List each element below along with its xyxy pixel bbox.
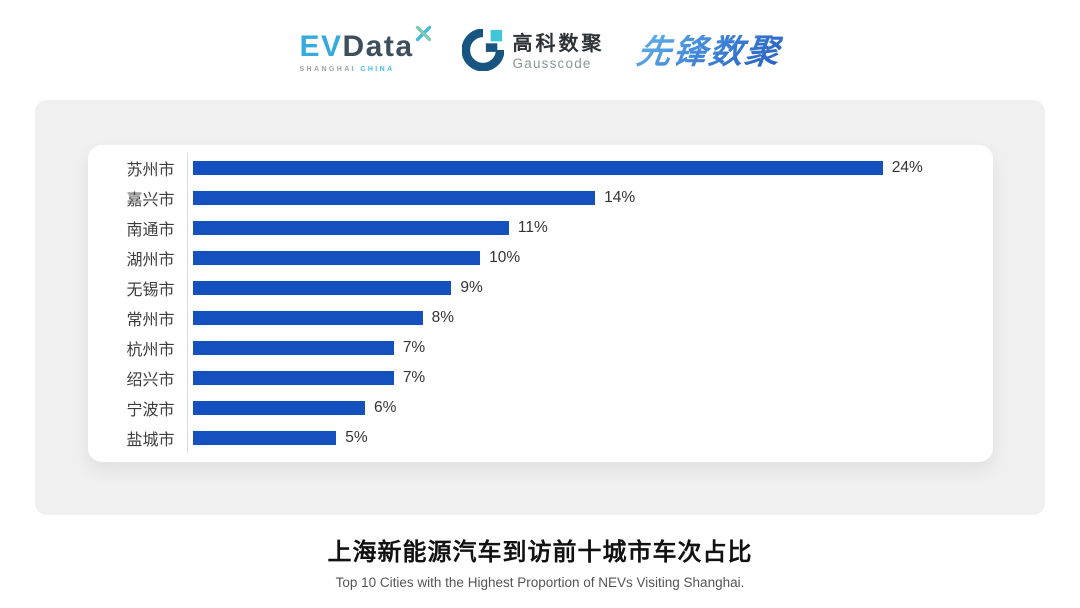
bar-track: 8% [186,303,912,333]
bar [192,401,366,415]
evdata-data-text: Data [342,29,414,63]
gausscode-logo: 高科数聚 Gausscode [461,28,605,76]
gausscode-cn-text: 高科数聚 [512,33,605,55]
chart-caption: 上海新能源汽车到访前十城市车次占比 Top 10 Cities with the… [0,532,1080,590]
bar-row: 盐城市 5% [88,423,993,453]
bar-row: 南通市 11% [88,213,993,243]
evdata-ev-text: EV [299,29,343,63]
bar [192,161,883,175]
evdata-china-text: CHINA [360,65,395,73]
bar [192,281,452,295]
category-label: 南通市 [126,222,175,239]
bar-row: 常州市 8% [88,303,993,333]
bar [192,191,596,205]
evdata-x-icon [415,25,432,47]
bar-track: 14% [186,183,912,213]
bar [192,371,394,385]
bar-track: 11% [186,213,912,243]
chart-panel: 苏州市 24% 嘉兴市 14% 南通市 11% 湖州市 10% 无锡市 9% 常州市 8% 杭州市 7% 绍… [35,100,1045,515]
bar-track: 6% [186,393,912,423]
bar-row: 绍兴市 7% [88,363,993,393]
bar-track: 5% [186,423,912,453]
evdata-wordmark: EVData [299,30,413,63]
value-label: 14% [604,189,636,206]
value-label: 7% [402,369,426,386]
evdata-shanghai-text: SHANGHAI [299,65,357,73]
evdata-subtext: SHANGHAI CHINA [299,66,413,73]
value-label: 6% [374,399,397,416]
value-label: 8% [431,309,454,326]
chart-subtitle: Top 10 Cities with the Highest Proportio… [335,575,745,590]
value-label: 7% [402,339,426,356]
value-label: 11% [517,219,548,236]
gausscode-g-icon [461,28,505,76]
bar-row: 苏州市 24% [88,153,993,183]
evdata-logo: EVData SHANGHAI CHINA [299,25,431,73]
bar-track: 24% [186,153,923,183]
gausscode-en-text: Gausscode [512,56,592,71]
value-label: 10% [489,249,521,266]
bar-chart: 苏州市 24% 嘉兴市 14% 南通市 11% 湖州市 10% 无锡市 9% 常州市 8% 杭州市 7% 绍… [88,153,993,453]
chart-title: 上海新能源汽车到访前十城市车次占比 [327,539,753,566]
xianfeng-shuju-wordmark: 先锋数聚 [633,33,784,71]
category-label: 苏州市 [126,162,175,179]
category-label: 嘉兴市 [126,192,175,209]
value-label: 5% [345,429,368,446]
category-label: 无锡市 [126,282,175,299]
chart-card: 苏州市 24% 嘉兴市 14% 南通市 11% 湖州市 10% 无锡市 9% 常州市 8% 杭州市 7% 绍… [87,145,993,462]
category-label: 宁波市 [126,402,175,419]
category-label: 盐城市 [126,432,175,449]
bar [192,431,337,445]
value-label: 24% [891,159,923,176]
category-label: 绍兴市 [126,372,175,389]
category-label: 杭州市 [126,342,175,359]
gausscode-text: 高科数聚 Gausscode [513,33,605,71]
bar-track: 7% [186,333,912,363]
category-label: 常州市 [126,312,175,329]
value-label: 9% [460,279,483,296]
bar-row: 湖州市 10% [88,243,993,273]
bar-row: 宁波市 6% [88,393,993,423]
bar-track: 7% [186,363,912,393]
bar [192,341,394,355]
bar-track: 10% [186,243,912,273]
bar-track: 9% [186,273,912,303]
header-logos: EVData SHANGHAI CHINA 高科数聚 Gausscode 先锋数… [0,0,1080,84]
bar-row: 杭州市 7% [88,333,993,363]
category-label: 湖州市 [126,252,175,269]
bar-row: 无锡市 9% [88,273,993,303]
bar [192,311,423,325]
bar-row: 嘉兴市 14% [88,183,993,213]
bar [192,221,509,235]
bar [192,251,481,265]
